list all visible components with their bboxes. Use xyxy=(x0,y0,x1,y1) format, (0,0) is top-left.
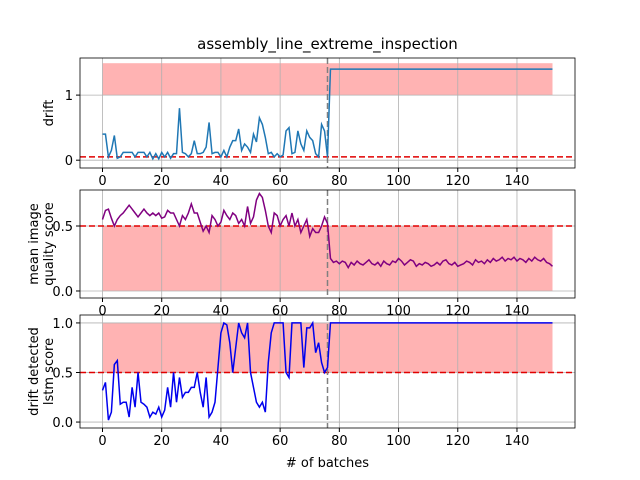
x-tick-label: 60 xyxy=(272,174,289,189)
x-tick-label: 0 xyxy=(98,304,106,319)
axes-frame xyxy=(79,189,576,299)
x-tick-label: 80 xyxy=(331,174,348,189)
data-line xyxy=(102,68,553,161)
y-axis-label: mean image xyxy=(27,203,42,285)
data-line xyxy=(101,192,553,270)
y-axis-label: lstm score xyxy=(42,338,57,405)
x-tick-label: 20 xyxy=(153,434,170,449)
y-tick-label: 0.5 xyxy=(52,366,73,381)
x-tick-label: 140 xyxy=(505,434,530,449)
y-tick-label: 0.0 xyxy=(52,416,73,431)
y-tick-label: 0 xyxy=(65,154,73,169)
x-tick-label: 120 xyxy=(445,434,470,449)
x-tick-label: 20 xyxy=(153,174,170,189)
x-tick-label: 100 xyxy=(386,174,411,189)
x-tick-label: 40 xyxy=(213,174,230,189)
x-tick-label: 100 xyxy=(386,434,411,449)
data-line xyxy=(101,320,553,421)
x-tick-label: 0 xyxy=(98,174,106,189)
y-tick-label: 1 xyxy=(65,89,73,104)
x-tick-label: 120 xyxy=(445,174,470,189)
x-axis-label: # of batches xyxy=(286,456,369,471)
y-axis-label: quality score xyxy=(42,202,57,286)
axes-frame xyxy=(79,314,576,429)
x-tick-label: 140 xyxy=(505,174,530,189)
y-tick-label: 0.5 xyxy=(52,220,73,235)
x-tick-label: 40 xyxy=(213,434,230,449)
y-tick-label: 1.0 xyxy=(52,317,73,332)
y-axis-label: drift detected xyxy=(27,327,42,416)
chart-title: assembly_line_extreme_inspection xyxy=(197,35,458,54)
x-tick-label: 60 xyxy=(272,434,289,449)
y-tick-label: 0.0 xyxy=(52,285,73,300)
axes-frame xyxy=(79,57,576,169)
x-tick-label: 80 xyxy=(331,434,348,449)
x-tick-label: 0 xyxy=(98,434,106,449)
y-axis-label: drift xyxy=(42,100,57,127)
